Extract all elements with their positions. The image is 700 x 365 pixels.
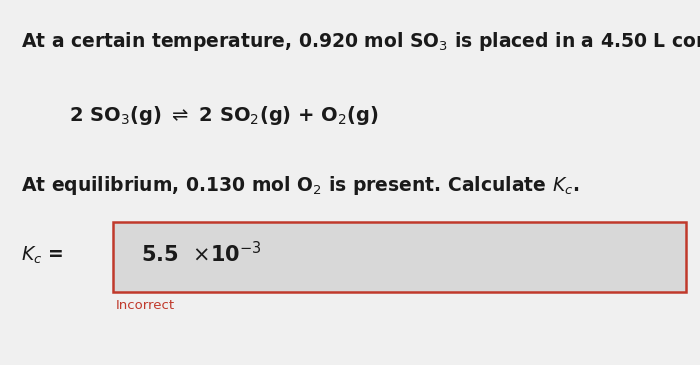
Text: $K_c$ =: $K_c$ = [21, 245, 63, 266]
Text: 2 SO$_3$(g) $\rightleftharpoons$ 2 SO$_2$(g) + O$_2$(g): 2 SO$_3$(g) $\rightleftharpoons$ 2 SO$_2… [69, 104, 379, 127]
Text: At a certain temperature, 0.920 mol SO$_3$ is placed in a 4.50 L container.: At a certain temperature, 0.920 mol SO$_… [21, 30, 700, 54]
Text: Incorrect: Incorrect [116, 299, 174, 312]
Text: 5.5  $\times$10$^{-3}$: 5.5 $\times$10$^{-3}$ [141, 241, 261, 267]
Text: At equilibrium, 0.130 mol O$_2$ is present. Calculate $K_c$.: At equilibrium, 0.130 mol O$_2$ is prese… [21, 173, 579, 197]
FancyBboxPatch shape [113, 222, 686, 292]
